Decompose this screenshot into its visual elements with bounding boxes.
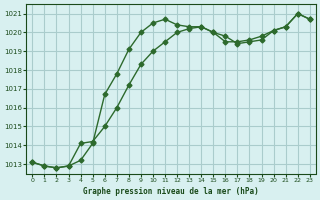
- X-axis label: Graphe pression niveau de la mer (hPa): Graphe pression niveau de la mer (hPa): [83, 187, 259, 196]
